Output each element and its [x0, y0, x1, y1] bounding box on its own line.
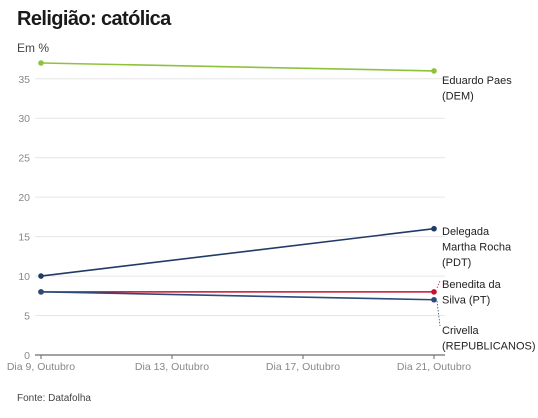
data-point: [431, 289, 437, 295]
series-label-line: Delegada: [442, 226, 490, 238]
x-tick-label: Dia 13, Outubro: [135, 361, 209, 373]
y-tick-label: 10: [18, 271, 30, 283]
y-tick-label: 25: [18, 153, 30, 165]
label-leader-line: [436, 280, 441, 289]
series-label-line: (REPUBLICANOS): [442, 341, 536, 353]
series-label: Crivella (REPUBLICANOS): [442, 325, 536, 353]
x-tick-label: Dia 9, Outubro: [7, 361, 75, 373]
series-label-line: Eduardo Paes: [442, 75, 512, 87]
series-label: Benedita da Silva (PT): [442, 279, 502, 307]
data-point: [38, 60, 44, 66]
series-line: [40, 62, 435, 72]
data-point: [38, 289, 44, 295]
series-label-line: (DEM): [442, 91, 474, 103]
data-point: [431, 68, 437, 74]
chart-title: Religião: católica: [17, 8, 171, 30]
y-tick-label: 30: [18, 113, 30, 125]
y-tick-label: 35: [18, 74, 30, 86]
data-point: [431, 225, 437, 232]
series-label-line: Crivella: [442, 325, 480, 337]
series-label-line: Martha Rocha: [442, 242, 512, 254]
y-tick-label: 20: [18, 192, 30, 204]
y-tick-label: 5: [24, 311, 30, 323]
source-note: Fonte: Datafolha: [17, 393, 91, 404]
y-unit-label: Em %: [17, 41, 50, 55]
series-label: Eduardo Paes (DEM): [442, 75, 512, 103]
series-label-line: Silva (PT): [442, 295, 490, 307]
series-label-line: (PDT): [442, 257, 471, 269]
label-leader-line: [436, 300, 441, 327]
x-tick-label: Dia 21, Outubro: [397, 361, 471, 373]
y-tick-label: 15: [18, 232, 30, 244]
series-line: [40, 227, 435, 277]
series-label-line: Benedita da: [442, 279, 502, 291]
x-tick-label: Dia 17, Outubro: [266, 361, 340, 373]
data-point: [38, 273, 44, 279]
series-label: Delegada Martha Rocha (PDT): [442, 226, 512, 269]
data-point: [431, 296, 437, 303]
series-line: [40, 291, 435, 301]
y-tick-label: 0: [24, 350, 30, 362]
